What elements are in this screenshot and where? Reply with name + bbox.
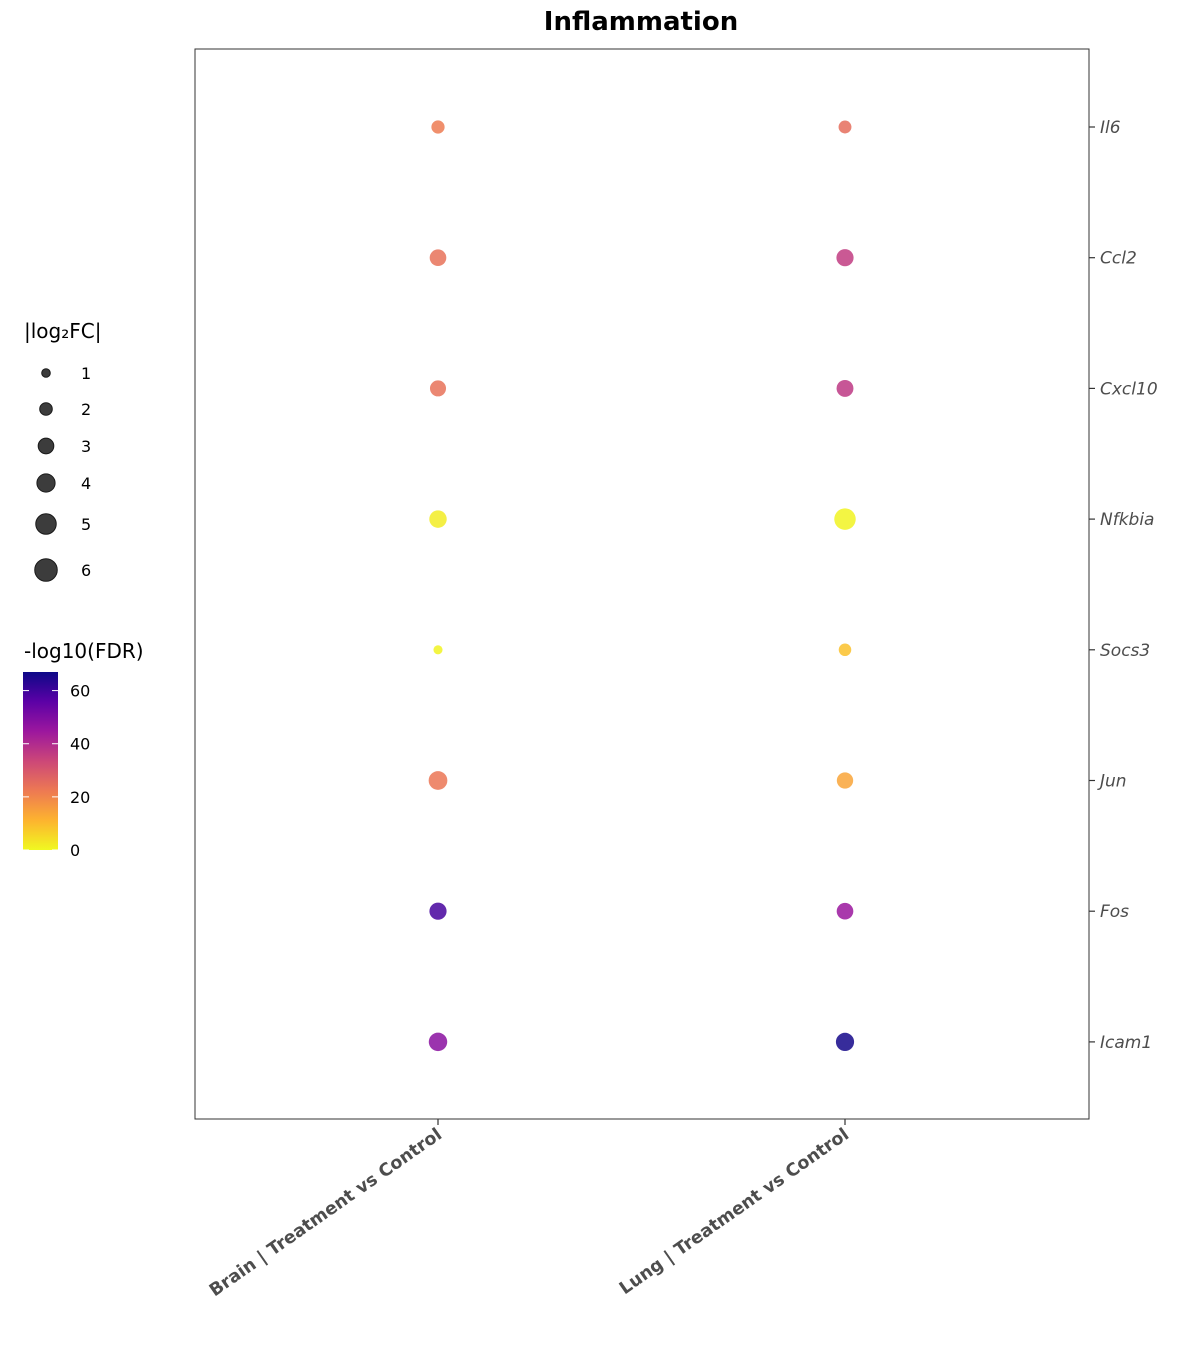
gene-label-il6: Il6 xyxy=(1100,118,1121,138)
colorbar-tick-label: 0 xyxy=(70,841,80,860)
size-legend-key xyxy=(37,437,55,455)
color-legend: -log10(FDR) 0 20 40 60 xyxy=(23,639,144,860)
point-ccl2-lung xyxy=(836,249,854,267)
size-legend-label: 3 xyxy=(81,437,91,456)
point-socs3-brain xyxy=(433,645,443,655)
gene-label-icam1: Icam1 xyxy=(1100,1033,1152,1053)
gene-label-nfkbia: Nfkbia xyxy=(1100,510,1154,530)
size-legend-label: 1 xyxy=(81,364,91,383)
size-legend-label: 4 xyxy=(81,474,91,493)
point-il6-lung xyxy=(838,120,852,134)
size-legend-key xyxy=(39,402,53,416)
point-cxcl10-brain xyxy=(429,380,447,397)
colorbar-tick-label: 60 xyxy=(70,682,90,701)
size-legend-key xyxy=(36,473,56,493)
chart-title: Inflammation xyxy=(544,7,738,37)
gene-axis: Il6 Ccl2 Cxcl10 Nfkbia Socs3 Jun Fos Icam1 xyxy=(1089,118,1158,1053)
size-legend-label: 2 xyxy=(81,400,91,419)
size-legend-title: |log₂FC| xyxy=(24,319,101,343)
size-legend-label: 6 xyxy=(81,561,91,580)
colorbar-tick-label: 40 xyxy=(70,735,90,754)
points-layer xyxy=(428,120,856,1052)
point-fos-lung xyxy=(836,902,854,920)
point-nfkbia-lung xyxy=(834,508,856,530)
size-legend-key xyxy=(35,513,57,535)
comparison-label-lung: Lung | Treatment vs Control xyxy=(616,1125,853,1299)
size-legend-key xyxy=(34,558,58,582)
gene-label-cxcl10: Cxcl10 xyxy=(1100,379,1158,399)
colorbar xyxy=(23,672,58,850)
point-jun-lung xyxy=(836,772,854,789)
point-fos-brain xyxy=(429,902,447,920)
gene-label-jun: Jun xyxy=(1097,772,1127,792)
gene-label-fos: Fos xyxy=(1100,902,1129,922)
point-icam1-brain xyxy=(428,1032,448,1052)
gene-label-ccl2: Ccl2 xyxy=(1100,249,1137,269)
comparison-label-brain: Brain | Treatment vs Control xyxy=(206,1125,446,1301)
gene-label-socs3: Socs3 xyxy=(1100,641,1150,661)
plot-panel xyxy=(194,48,1090,1120)
comparison-axis: Brain | Treatment vs Control Lung | Treat… xyxy=(206,1119,853,1301)
colorbar-ticks: 0 20 40 60 xyxy=(23,682,90,860)
color-legend-title: -log10(FDR) xyxy=(24,639,144,663)
point-cxcl10-lung xyxy=(836,379,854,397)
size-legend-key xyxy=(41,368,51,378)
size-legend-label: 5 xyxy=(81,515,91,534)
size-legend: |log₂FC| 1 2 3 4 5 6 xyxy=(24,319,101,582)
point-ccl2-brain xyxy=(429,249,447,267)
point-il6-brain xyxy=(431,120,445,134)
point-icam1-lung xyxy=(835,1032,855,1052)
point-nfkbia-brain xyxy=(429,510,447,528)
point-jun-brain xyxy=(428,771,448,790)
point-socs3-lung xyxy=(838,643,852,657)
colorbar-tick-label: 20 xyxy=(70,788,90,807)
